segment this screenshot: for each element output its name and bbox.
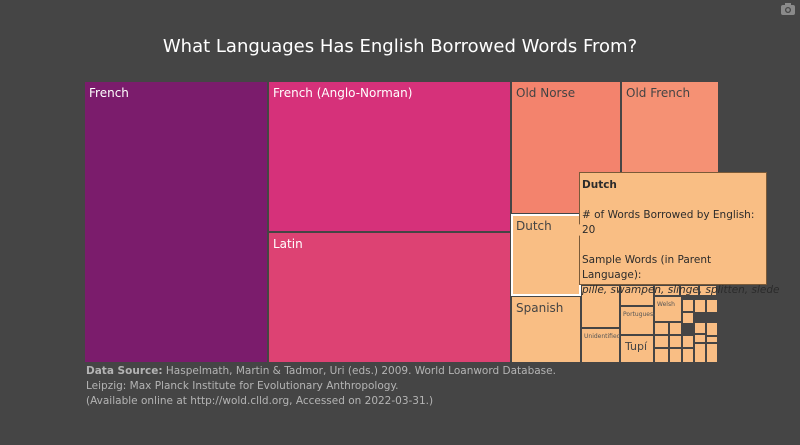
tile-tile-28[interactable] xyxy=(683,336,693,347)
tile-french-anglo-norman[interactable] xyxy=(269,82,510,231)
tile-tile-22[interactable] xyxy=(695,323,705,333)
tile-label-dutch: Dutch xyxy=(516,219,552,233)
tile-label-french-anglo-norman: French (Anglo-Norman) xyxy=(273,86,412,100)
tile-label-french: French xyxy=(89,86,129,100)
tile-label-old-norse: Old Norse xyxy=(516,86,575,100)
tile-tile-31[interactable] xyxy=(707,344,717,362)
tile-label-old-french: Old French xyxy=(626,86,690,100)
source-line-3: (Available online at http://wold.clld.or… xyxy=(86,395,434,407)
tile-tile-17[interactable] xyxy=(670,323,681,334)
tile-dutch[interactable] xyxy=(511,214,581,296)
chart-title: What Languages Has English Borrowed Word… xyxy=(162,36,638,57)
tile-tile-20[interactable] xyxy=(707,300,717,312)
tile-portuguese[interactable] xyxy=(621,307,653,334)
source-line-2: Leipzig: Max Planck Institute for Evolut… xyxy=(86,380,399,392)
tile-spanish[interactable] xyxy=(512,297,580,362)
source-label: Data Source: xyxy=(86,365,163,377)
tile-tile-19[interactable] xyxy=(695,300,705,312)
tile-tile-18[interactable] xyxy=(683,300,693,311)
tooltip-arrow xyxy=(572,224,580,236)
camera-icon[interactable] xyxy=(781,3,795,15)
tile-tile-26[interactable] xyxy=(655,349,668,362)
tile-tile-23[interactable] xyxy=(707,323,717,335)
tile-tile-13[interactable] xyxy=(655,286,679,295)
tile-label-spanish: Spanish xyxy=(516,301,563,315)
tile-tile-14[interactable] xyxy=(681,286,698,295)
tile-label-welsh: Welsh xyxy=(657,301,675,308)
tile-tile-25[interactable] xyxy=(670,336,681,347)
tooltip-count-label: # of Words Borrowed by English: xyxy=(582,209,755,221)
tile-tile-16[interactable] xyxy=(655,323,668,334)
tile-tile-30[interactable] xyxy=(695,344,705,362)
tooltip-title: Dutch xyxy=(582,179,617,191)
tile-welsh[interactable] xyxy=(655,297,681,321)
tile-label-latin: Latin xyxy=(273,237,303,251)
source-line-1: Haspelmath, Martin & Tadmor, Uri (eds.) … xyxy=(165,365,556,377)
tile-tup[interactable] xyxy=(621,336,653,362)
tile-tile-29[interactable] xyxy=(683,349,693,362)
tile-label-portuguese: Portuguese xyxy=(623,311,657,318)
tile-french[interactable] xyxy=(85,82,267,362)
tile-tile-27[interactable] xyxy=(670,349,681,362)
hover-tooltip: Dutch # of Words Borrowed by English: 20… xyxy=(572,172,779,296)
tile-latin[interactable] xyxy=(269,233,510,362)
tooltip-sample-label: Sample Words (in Parent Language): xyxy=(582,254,712,281)
tile-tile-7[interactable] xyxy=(582,286,619,327)
tile-tile-32[interactable] xyxy=(695,335,705,342)
data-source-note: Data Source: Haspelmath, Martin & Tadmor… xyxy=(86,364,556,409)
tile-tile-15[interactable] xyxy=(700,286,716,295)
tile-tile-9[interactable] xyxy=(621,286,653,305)
tile-tile-21[interactable] xyxy=(683,313,693,323)
tile-label-unidentified: Unidentified xyxy=(584,333,621,340)
tooltip-sample-words: pille, swampen, slinge, splitten, slede xyxy=(582,284,780,296)
tile-tile-33[interactable] xyxy=(707,337,717,342)
tile-label-tup: Tupí xyxy=(624,340,648,353)
tooltip-count-value: 20 xyxy=(582,224,596,236)
tile-tile-24[interactable] xyxy=(655,336,668,347)
tile-unidentified[interactable] xyxy=(582,329,619,362)
